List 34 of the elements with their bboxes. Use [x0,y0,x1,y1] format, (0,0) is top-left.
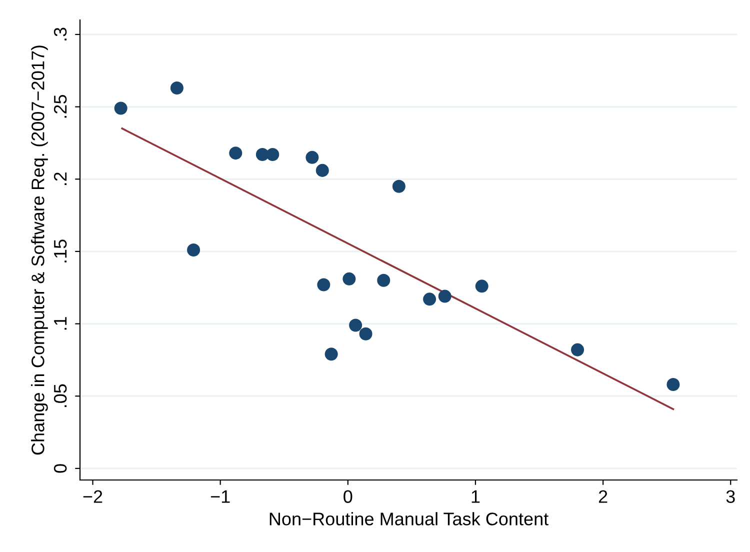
y-tick-label: 0 [54,464,67,473]
point [266,148,280,162]
point [187,243,200,257]
x-tick-label: 3 [726,490,735,503]
x-tick-label: −1 [210,490,230,503]
point [316,164,329,177]
y-tick-label: .3 [54,28,67,40]
point [317,278,330,292]
y-tick-label: .25 [54,95,67,118]
y-tick-label: .1 [54,317,67,330]
point [423,292,436,306]
x-tick-label: 2 [598,490,608,503]
point [324,348,338,361]
point [571,343,584,356]
point [114,102,128,115]
point [229,146,242,160]
x-tick-label: −2 [83,490,102,503]
point [349,318,362,332]
x-axis-title: Non−Routine Manual Task Content [270,512,548,526]
y-tick-label: .05 [54,384,67,407]
x-tick-label: 1 [472,490,480,503]
y-tick-label: .15 [54,240,67,262]
point [392,180,406,193]
point [359,327,372,340]
point [438,290,452,303]
y-tick-label: .2 [54,172,67,185]
point [342,272,356,286]
y-axis-title: Change in Computer & Software Req. (2007−2017) [31,46,48,455]
point [475,280,488,293]
point [170,81,184,94]
point [377,274,390,287]
x-tick-label: 0 [344,490,352,503]
point [306,150,319,164]
point [666,378,680,392]
